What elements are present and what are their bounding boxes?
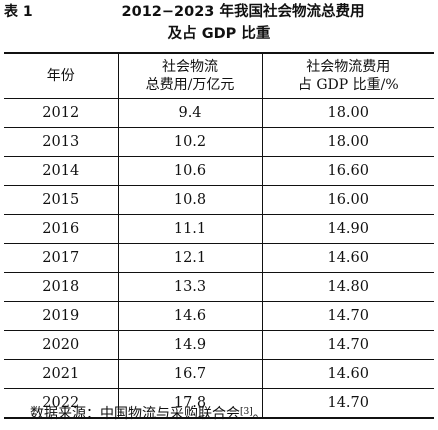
header-gdp-ratio: 社会物流费用 占 GDP 比重/% (261, 52, 434, 99)
cell-total-cost: 11.1 (117, 214, 263, 244)
data-source-note: 数据来源：中国物流与采购联合会[3]。 (30, 404, 267, 424)
table-caption: 表 1 2012−2023 年我国社会物流总费用 及占 GDP 比重 (0, 0, 438, 50)
table-row: 2021 16.7 14.60 (4, 359, 434, 389)
cell-gdp-ratio: 14.70 (261, 330, 434, 360)
table-number: 表 1 (4, 4, 33, 20)
cell-gdp-ratio: 18.00 (261, 127, 434, 157)
table-row: 2016 11.1 14.90 (4, 214, 434, 244)
cell-total-cost: 10.6 (117, 156, 263, 186)
header-gdp-ratio-line-2: 占 GDP 比重/% (297, 77, 399, 93)
table-header-row: 年份 社会物流 总费用/万亿元 社会物流费用 占 GDP 比重/% (4, 52, 434, 99)
cell-gdp-ratio: 14.70 (261, 388, 434, 419)
cell-year: 2014 (4, 156, 119, 186)
cell-gdp-ratio: 16.00 (261, 185, 434, 215)
cell-year: 2018 (4, 272, 119, 302)
header-total-cost-line-1: 社会物流 (162, 59, 218, 75)
cell-year: 2013 (4, 127, 119, 157)
cell-total-cost: 10.8 (117, 185, 263, 215)
cell-year: 2020 (4, 330, 119, 360)
cell-year: 2022 (4, 388, 119, 419)
header-total-cost: 社会物流 总费用/万亿元 (117, 52, 263, 99)
cell-year: 2019 (4, 301, 119, 331)
table-title-line-2: 及占 GDP 比重 (167, 26, 271, 42)
table-row: 2017 12.1 14.60 (4, 243, 434, 273)
cell-year: 2016 (4, 214, 119, 244)
table-row: 2022 17.8 14.70 (4, 388, 434, 419)
cell-year: 2015 (4, 185, 119, 215)
cell-total-cost: 9.4 (117, 98, 263, 128)
table-row: 2020 14.9 14.70 (4, 330, 434, 360)
table-row: 2012 9.4 18.00 (4, 98, 434, 128)
cell-total-cost: 14.9 (117, 330, 263, 360)
table-row: 2015 10.8 16.00 (4, 185, 434, 215)
cell-total-cost: 16.7 (117, 359, 263, 389)
cell-year: 2012 (4, 98, 119, 128)
header-gdp-ratio-line-1: 社会物流费用 (306, 59, 391, 75)
data-source-end: 。 (252, 406, 267, 422)
cell-year: 2021 (4, 359, 119, 389)
cell-gdp-ratio: 16.60 (261, 156, 434, 186)
cell-gdp-ratio: 14.80 (261, 272, 434, 302)
cell-gdp-ratio: 18.00 (261, 98, 434, 128)
cell-total-cost: 17.8 (117, 388, 263, 419)
cell-gdp-ratio: 14.90 (261, 214, 434, 244)
cell-total-cost: 13.3 (117, 272, 263, 302)
logistics-cost-table: 年份 社会物流 总费用/万亿元 社会物流费用 占 GDP 比重/% 2012 9… (4, 52, 434, 419)
header-total-cost-line-2: 总费用/万亿元 (145, 77, 235, 93)
cell-total-cost: 14.6 (117, 301, 263, 331)
table-row: 2019 14.6 14.70 (4, 301, 434, 331)
table-row: 2013 10.2 18.00 (4, 127, 434, 157)
reference-marker: [3] (240, 407, 253, 417)
table-row: 2014 10.6 16.60 (4, 156, 434, 186)
cell-gdp-ratio: 14.70 (261, 301, 434, 331)
cell-gdp-ratio: 14.60 (261, 359, 434, 389)
table-title-line-1: 2012−2023 年我国社会物流总费用 (121, 4, 365, 20)
header-year: 年份 (4, 52, 119, 99)
cell-gdp-ratio: 14.60 (261, 243, 434, 273)
table-row: 2018 13.3 14.80 (4, 272, 434, 302)
cell-total-cost: 12.1 (117, 243, 263, 273)
cell-total-cost: 10.2 (117, 127, 263, 157)
data-source-text: 数据来源：中国物流与采购联合会 (30, 406, 240, 422)
cell-year: 2017 (4, 243, 119, 273)
